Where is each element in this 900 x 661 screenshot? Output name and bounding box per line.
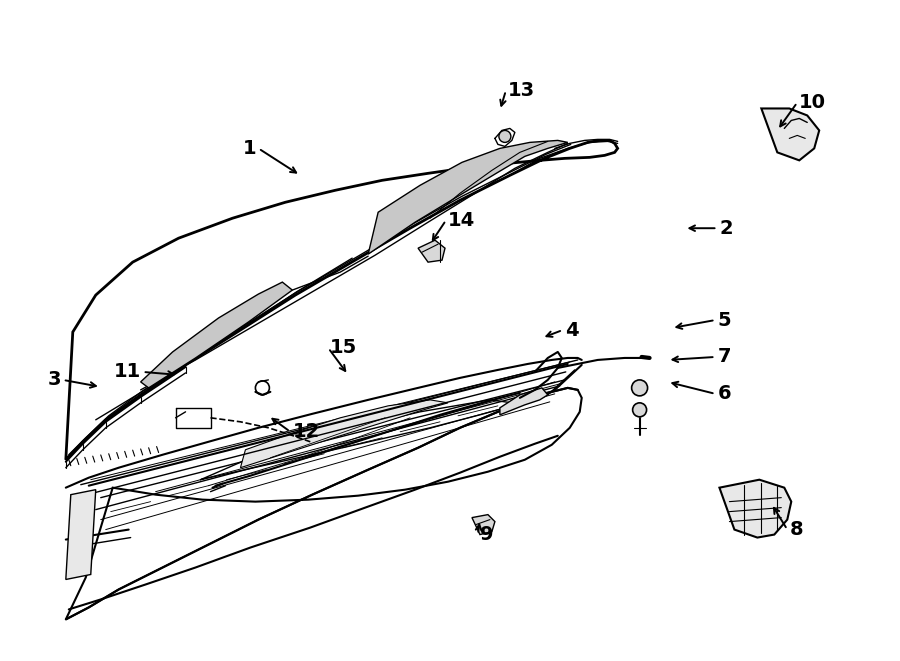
Text: 3: 3 <box>48 370 61 389</box>
Polygon shape <box>761 108 819 161</box>
Text: 5: 5 <box>717 311 731 330</box>
Polygon shape <box>240 400 448 468</box>
Polygon shape <box>500 388 548 415</box>
Text: 14: 14 <box>448 211 475 230</box>
Circle shape <box>633 403 646 417</box>
Polygon shape <box>66 140 617 460</box>
Text: 13: 13 <box>508 81 535 100</box>
Polygon shape <box>66 490 95 580</box>
Polygon shape <box>472 515 495 535</box>
Polygon shape <box>140 282 292 388</box>
Text: 4: 4 <box>565 321 579 340</box>
Text: 10: 10 <box>799 93 826 112</box>
Text: 9: 9 <box>480 525 493 544</box>
Text: 11: 11 <box>113 362 140 381</box>
Circle shape <box>632 380 648 396</box>
Text: 15: 15 <box>330 338 357 358</box>
Polygon shape <box>418 240 445 262</box>
Text: 8: 8 <box>789 520 803 539</box>
Text: 7: 7 <box>717 348 731 366</box>
Text: 12: 12 <box>292 422 320 442</box>
Text: 2: 2 <box>719 219 733 238</box>
Polygon shape <box>66 388 581 619</box>
Polygon shape <box>719 480 791 537</box>
Polygon shape <box>368 140 568 254</box>
Text: 1: 1 <box>243 139 256 158</box>
Circle shape <box>499 130 511 142</box>
Text: 6: 6 <box>717 384 731 403</box>
